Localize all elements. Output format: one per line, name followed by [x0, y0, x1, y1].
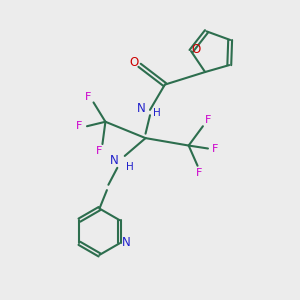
Text: N: N [122, 236, 130, 249]
Text: N: N [137, 102, 146, 115]
Text: F: F [212, 143, 219, 154]
Text: O: O [130, 56, 139, 69]
Text: F: F [96, 146, 103, 156]
Text: N: N [110, 154, 119, 167]
Text: F: F [76, 121, 82, 131]
Text: F: F [84, 92, 91, 101]
Text: H: H [153, 108, 160, 118]
Text: F: F [206, 115, 212, 125]
Text: F: F [196, 168, 202, 178]
Text: O: O [192, 43, 201, 56]
Text: H: H [126, 162, 134, 172]
